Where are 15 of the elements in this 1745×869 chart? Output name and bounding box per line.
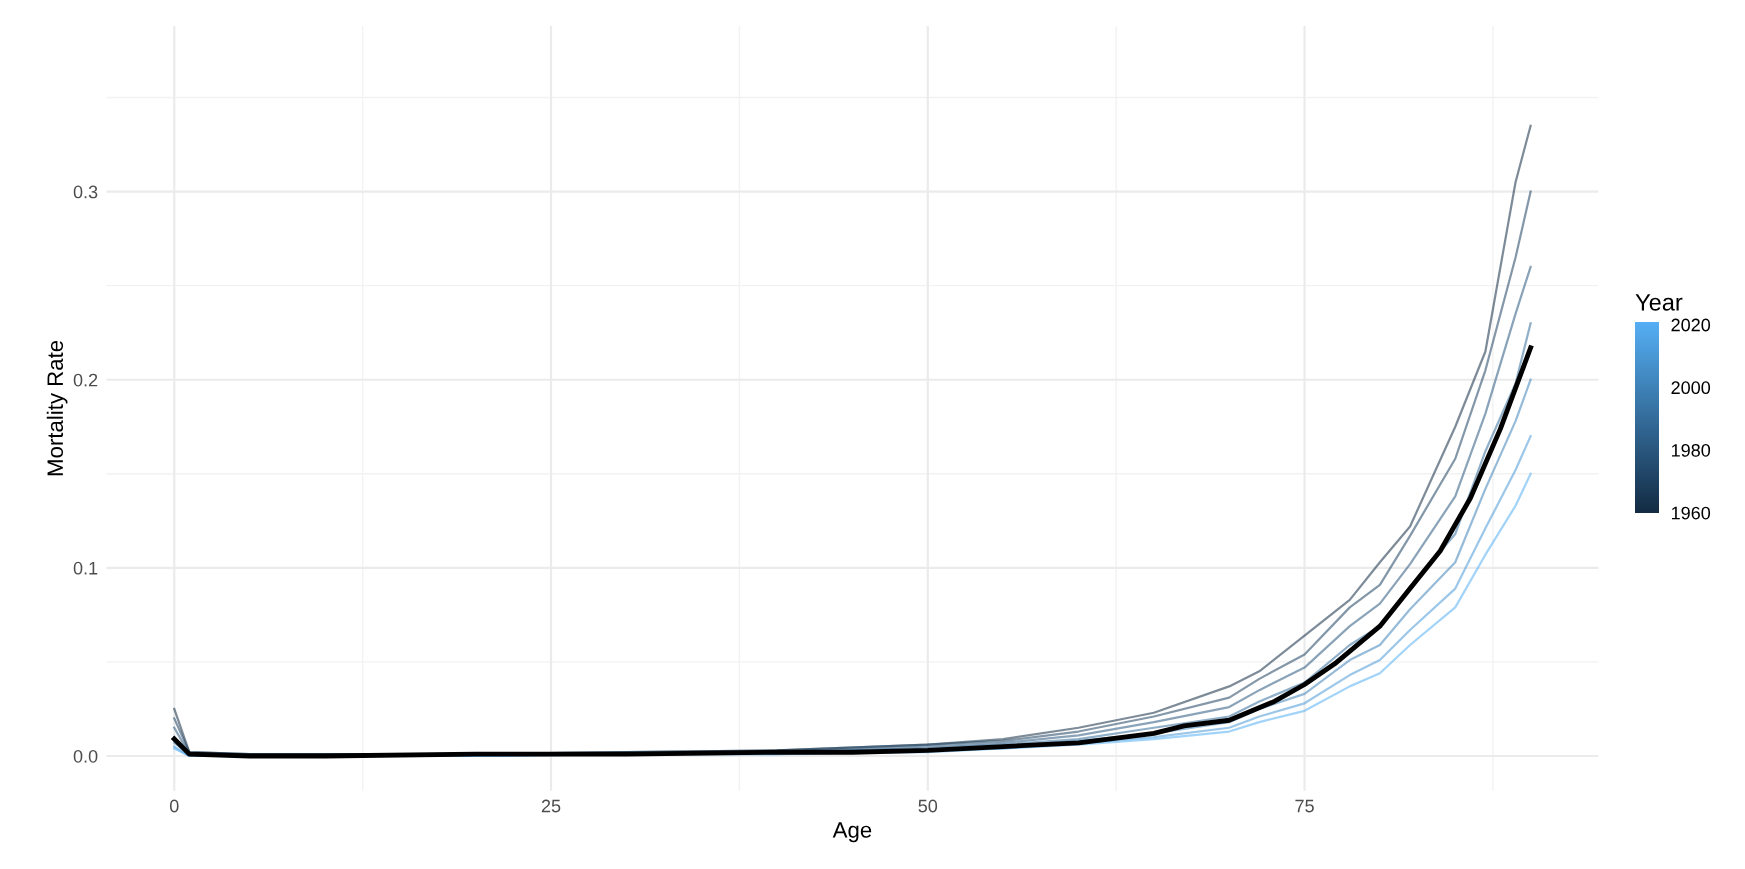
color-bar-label: 2000 [1671,381,1711,395]
x-tick-label: 50 [918,799,938,813]
y-axis-title: Mortality Rate [46,340,68,476]
x-tick-label: 25 [541,799,561,813]
color-bar-label: 2020 [1671,318,1711,332]
x-tick-label: 0 [169,799,179,813]
color-bar-label: 1980 [1671,443,1711,457]
y-tick-label: 0.3 [73,185,98,199]
color-bar-title: Year [1635,294,1683,311]
y-tick-label: 0.2 [73,373,98,387]
y-tick-label: 0.1 [73,561,98,575]
x-axis-title: Age [832,822,872,843]
x-tick-label: 75 [1295,799,1314,813]
y-tick-label: 0.0 [73,749,98,763]
color-bar-label: 1960 [1671,506,1711,520]
